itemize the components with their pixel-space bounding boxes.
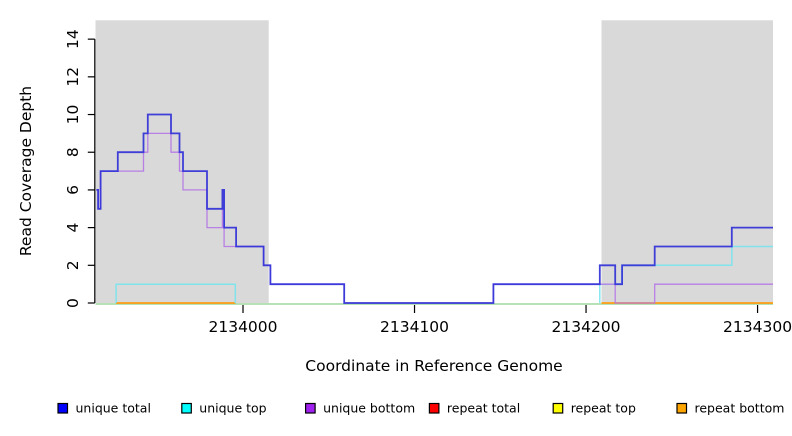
y-tick-label: 8 <box>64 147 82 157</box>
axes: 0 2 4 6 8 10 12 14 2134000 2134100 2134200 2134300 <box>64 29 792 336</box>
legend-item-unique-total: unique total <box>57 401 151 416</box>
legend-item-repeat-top: repeat top <box>552 401 636 416</box>
legend-label: repeat bottom <box>695 401 785 416</box>
y-tick-label: 14 <box>64 29 82 49</box>
y-tick-label: 10 <box>64 105 82 125</box>
masked-region-bands <box>95 20 773 304</box>
legend-item-unique-bottom: unique bottom <box>305 401 415 416</box>
y-tick-label: 0 <box>64 298 82 308</box>
y-axis-title: Read Coverage Depth <box>17 86 35 256</box>
x-tick-label: 2134300 <box>723 318 792 336</box>
x-axis-title: Coordinate in Reference Genome <box>305 357 562 375</box>
legend-item-repeat-bottom: repeat bottom <box>676 401 785 416</box>
x-tick-label: 2134000 <box>208 318 277 336</box>
y-tick-label: 2 <box>64 260 82 270</box>
x-tick-label: 2134100 <box>380 318 449 336</box>
series-line-unique-top <box>115 283 237 303</box>
legend-swatch-unique-top <box>181 402 192 414</box>
legend-swatch-unique-bottom <box>305 402 316 414</box>
series-lines <box>95 113 773 305</box>
legend-swatch-repeat-top <box>552 402 564 414</box>
y-tick-label: 4 <box>64 223 82 233</box>
x-tick-label: 2134200 <box>552 318 621 336</box>
masked-region-band <box>601 20 773 304</box>
legend-item-unique-top: unique top <box>181 401 267 416</box>
series-line-unique-total <box>96 113 773 304</box>
legend-item-repeat-total: repeat total <box>428 401 520 416</box>
legend-swatch-repeat-bottom <box>676 402 688 414</box>
legend-label: unique bottom <box>323 401 415 416</box>
y-tick-label: 12 <box>64 67 82 87</box>
legend-label: unique top <box>199 401 266 416</box>
legend-label: repeat total <box>447 401 520 416</box>
legend-label: repeat top <box>571 401 636 416</box>
chart-legend: unique total unique top unique bottom repea… <box>57 401 785 416</box>
legend-swatch-repeat-total <box>428 402 440 414</box>
y-tick-label: 6 <box>64 185 82 195</box>
legend-label: unique total <box>76 401 151 416</box>
legend-swatch-unique-total <box>57 402 69 414</box>
